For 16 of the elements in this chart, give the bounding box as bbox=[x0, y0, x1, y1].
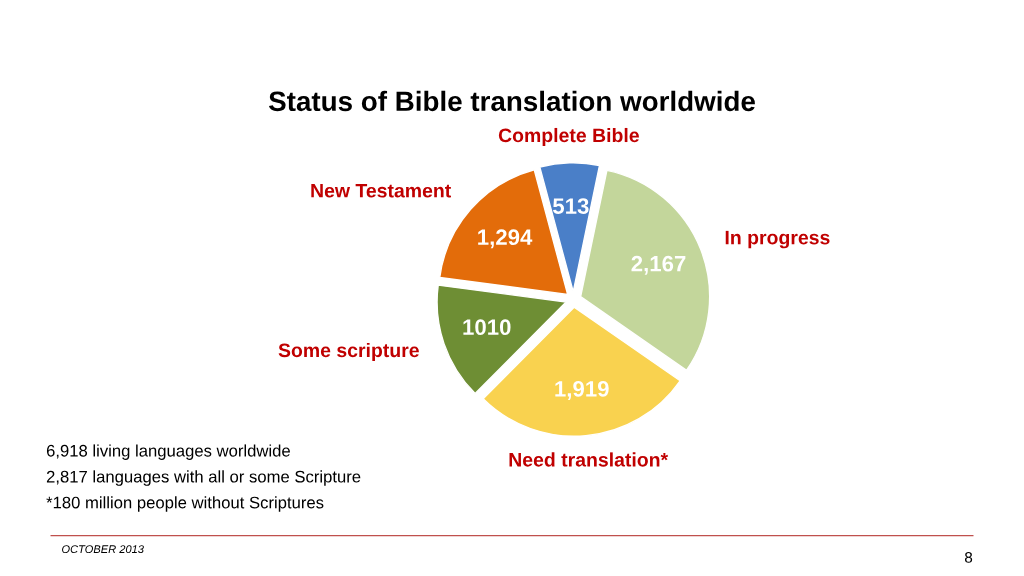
data-label: 1010 bbox=[463, 319, 511, 336]
text: 8 bbox=[964, 552, 973, 563]
slice-label: Need translation* bbox=[509, 452, 669, 467]
data-label: 1,294 bbox=[478, 229, 533, 249]
text: OCTOBER 2013 bbox=[62, 545, 144, 554]
text: 2,817 languages with all or some Scripture bbox=[46, 470, 361, 486]
text: *180 million people without Scriptures bbox=[46, 496, 324, 512]
data-label: 2,167 bbox=[631, 255, 686, 275]
text: 6,918 living languages worldwide bbox=[46, 444, 290, 460]
chart-title: Status of Bible translation worldwide bbox=[268, 90, 755, 112]
data-label: 513 bbox=[552, 198, 589, 214]
slice-label: New Testament bbox=[311, 183, 451, 198]
slice-label: Complete Bible bbox=[498, 127, 639, 147]
data-label: 1,919 bbox=[555, 380, 609, 400]
slice-label: In progress bbox=[725, 230, 830, 249]
slice-label: Some scripture bbox=[278, 342, 419, 362]
